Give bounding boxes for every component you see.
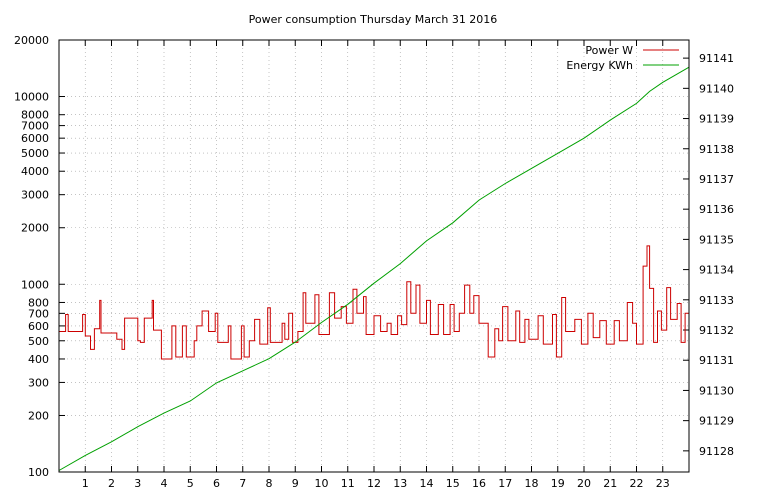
legend-label-energy-kwh: Energy KWh	[566, 59, 633, 72]
y-tick-label: 500	[28, 335, 49, 348]
x-tick-label: 5	[187, 477, 194, 490]
y-tick-label: 7000	[21, 120, 49, 133]
x-tick-label: 21	[603, 477, 617, 490]
y-tick-label: 2000	[21, 222, 49, 235]
x-tick-label: 6	[213, 477, 220, 490]
y2-tick-label: 91134	[699, 264, 734, 277]
legend-label-power-w: Power W	[585, 44, 633, 57]
chart-title: Power consumption Thursday March 31 2016	[249, 13, 498, 26]
y2-tick-label: 91130	[699, 384, 734, 397]
y-tick-label: 10000	[14, 91, 49, 104]
y2-tick-label: 91136	[699, 203, 734, 216]
y2-tick-label: 91133	[699, 294, 734, 307]
x-tick-label: 1	[82, 477, 89, 490]
x-tick-label: 22	[630, 477, 644, 490]
x-tick-label: 7	[239, 477, 246, 490]
y2-tick-label: 91135	[699, 233, 734, 246]
y-tick-label: 5000	[21, 147, 49, 160]
y2-tick-label: 91128	[699, 445, 734, 458]
x-tick-label: 14	[420, 477, 434, 490]
y2-tick-label: 91138	[699, 143, 734, 156]
y-tick-label: 1000	[21, 278, 49, 291]
axes: 1 2 3 4 5 6 7 8 9 10 11 12 13 14 15 16 17 18 19 20 21 22 23100…	[14, 34, 734, 490]
x-tick-label: 17	[498, 477, 512, 490]
y-tick-label: 3000	[21, 189, 49, 202]
grid-lines	[59, 40, 689, 472]
power-w-series-line	[59, 245, 690, 360]
y-tick-label: 8000	[21, 109, 49, 122]
y-tick-label: 300	[28, 376, 49, 389]
x-tick-label: 3	[134, 477, 141, 490]
x-tick-label: 23	[656, 477, 670, 490]
x-tick-label: 15	[446, 477, 460, 490]
y-tick-label: 20000	[14, 34, 49, 47]
x-tick-label: 2	[108, 477, 115, 490]
x-tick-label: 20	[577, 477, 591, 490]
x-tick-label: 11	[341, 477, 355, 490]
x-tick-label: 18	[525, 477, 539, 490]
x-tick-label: 19	[551, 477, 565, 490]
x-tick-label: 9	[292, 477, 299, 490]
x-tick-label: 4	[161, 477, 168, 490]
legend: Power W Energy KWh	[566, 44, 679, 72]
y2-tick-label: 91137	[699, 173, 734, 186]
y-tick-label: 6000	[21, 132, 49, 145]
y-tick-label: 4000	[21, 165, 49, 178]
y2-tick-label: 91132	[699, 324, 734, 337]
x-tick-label: 10	[315, 477, 329, 490]
series-lines	[58, 66, 690, 471]
x-tick-label: 12	[367, 477, 381, 490]
y-tick-label: 200	[28, 409, 49, 422]
y-tick-label: 700	[28, 307, 49, 320]
y-tick-label: 800	[28, 296, 49, 309]
y-tick-label: 100	[28, 466, 49, 479]
y2-tick-label: 91129	[699, 415, 734, 428]
x-tick-label: 16	[472, 477, 486, 490]
x-tick-label: 13	[393, 477, 407, 490]
energy-kwh-series-line	[58, 66, 690, 471]
y-tick-label: 400	[28, 353, 49, 366]
y2-tick-label: 91131	[699, 354, 734, 367]
y2-tick-label: 91140	[699, 82, 734, 95]
y-tick-label: 600	[28, 320, 49, 333]
y2-tick-label: 91141	[699, 52, 734, 65]
plot-frame	[58, 39, 690, 473]
x-tick-label: 8	[266, 477, 273, 490]
y2-tick-label: 91139	[699, 113, 734, 126]
